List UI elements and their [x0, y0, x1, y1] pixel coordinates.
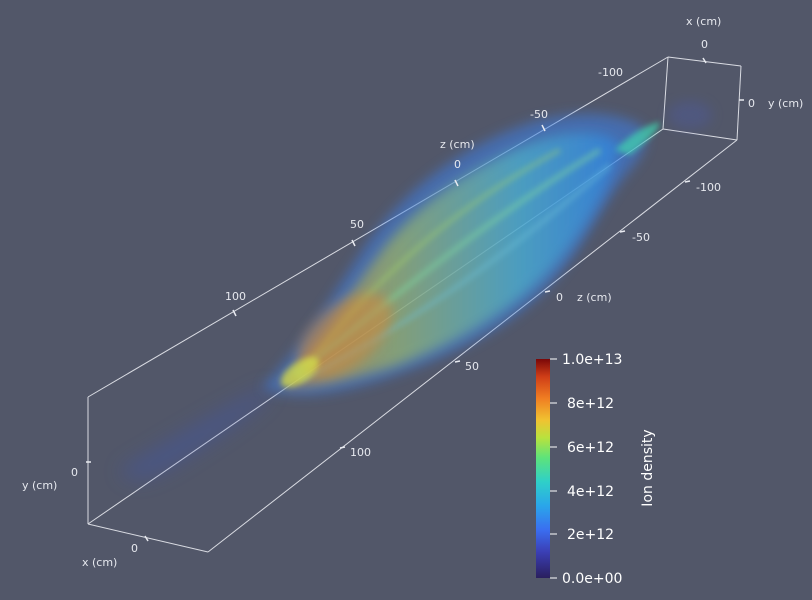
colorbar-tick-1e13: 1.0e+13	[562, 352, 622, 368]
axis-tick-y-left-0: 0	[71, 466, 78, 479]
colorbar-gradient	[536, 359, 550, 578]
colorbar-tick-2e12: 2e+12	[567, 527, 614, 543]
axis-title-x-top: x (cm)	[686, 15, 721, 28]
tick-marks	[86, 57, 744, 542]
axis-tick-y-right-m100: -100	[696, 181, 721, 194]
axis-tick-y-right-0: 0	[748, 97, 755, 110]
colorbar-tick-0: 0.0e+00	[562, 571, 622, 587]
colorbar-tick-4e12: 4e+12	[567, 484, 614, 500]
axis-tick-z-top-0: 0	[454, 158, 461, 171]
axis-title-z-top: z (cm)	[440, 138, 475, 151]
axis-title-z-lower: z (cm)	[577, 291, 612, 304]
axis-tick-x-bottom-0: 0	[131, 542, 138, 555]
ion-density-volume	[120, 101, 712, 480]
axis-tick-y-right-m50: -50	[632, 231, 650, 244]
axis-tick-z-top-m50: -50	[530, 108, 548, 121]
colorbar-title: Ion density	[640, 429, 656, 506]
axis-title-y-right: y (cm)	[768, 97, 803, 110]
axis-tick-z-lower-0: 0	[556, 291, 563, 304]
colorbar-tick-8e12: 8e+12	[567, 396, 614, 412]
axis-tick-z-lower-100: 100	[350, 446, 371, 459]
axis-tick-x-top-0: 0	[701, 38, 708, 51]
axis-title-x-bottom: x (cm)	[82, 556, 117, 569]
axis-title-y-left: y (cm)	[22, 479, 57, 492]
axis-tick-z-lower-50: 50	[465, 360, 479, 373]
colorbar-tick-6e12: 6e+12	[567, 440, 614, 456]
axis-tick-z-top-50: 50	[350, 218, 364, 231]
axis-tick-z-top-m100: -100	[598, 66, 623, 79]
axis-tick-z-top-100: 100	[225, 290, 246, 303]
colorbar: 1.0e+13 8e+12 6e+12 4e+12 2e+12 0.0e+00 …	[536, 352, 656, 587]
